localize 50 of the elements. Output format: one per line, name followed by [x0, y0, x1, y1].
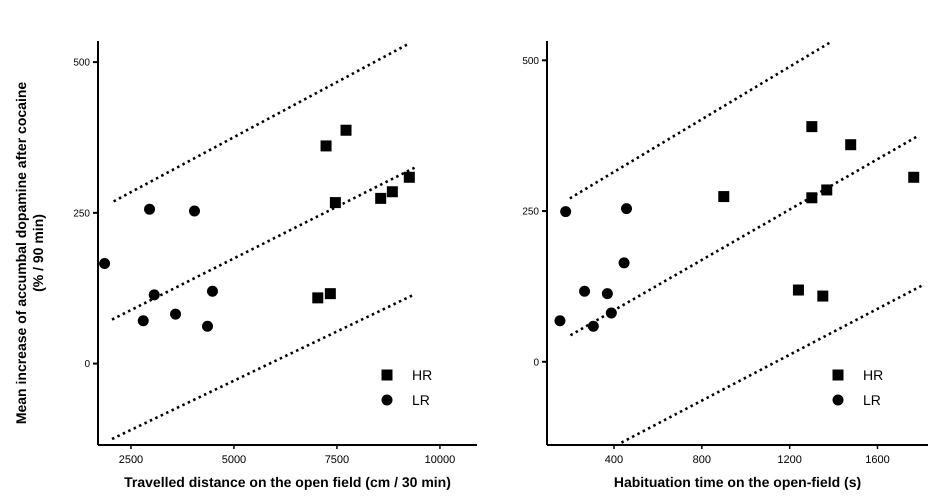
x-tick-label: 5000	[222, 454, 246, 466]
point	[375, 192, 386, 204]
point	[386, 186, 398, 198]
point	[202, 320, 213, 332]
legend-label: LR	[863, 392, 881, 408]
point	[170, 308, 182, 320]
point	[588, 320, 599, 332]
x-tick-label: 800	[692, 454, 711, 466]
legend-label: HR	[412, 366, 432, 383]
y-axis-title: Mean increase of accumbal dopamine after cocaine (% / 90 min)	[13, 82, 46, 424]
y-tick-label: 250	[522, 206, 540, 218]
point	[188, 206, 200, 217]
x-tick-label: 2500	[118, 454, 144, 466]
point	[618, 257, 630, 268]
point	[560, 206, 572, 218]
point	[138, 315, 149, 326]
point	[602, 288, 613, 300]
x-tick-label: 10000	[424, 454, 456, 466]
legend-label: HR	[863, 366, 884, 383]
y-tick-label: 500	[73, 58, 90, 69]
point	[144, 204, 156, 215]
point	[324, 288, 336, 300]
legend-label: LR	[412, 392, 430, 408]
point	[312, 292, 324, 304]
point	[792, 284, 804, 296]
y-tick-label: 0	[533, 357, 540, 368]
y-tick-label: 0	[84, 359, 90, 370]
x-axis-title: Travelled distance on the open field (cm / 30 min)	[124, 474, 451, 490]
x-tick-label: 400	[604, 454, 624, 466]
y-tick-label: 250	[73, 208, 90, 220]
point	[579, 286, 590, 297]
point	[817, 290, 828, 302]
point	[99, 258, 110, 269]
x-tick-label: 1200	[777, 454, 802, 466]
x-tick-label: 7500	[324, 454, 350, 466]
x-tick-label: 1600	[865, 454, 890, 466]
point	[206, 286, 218, 297]
point	[908, 172, 920, 183]
point	[148, 289, 160, 300]
point	[845, 139, 856, 150]
point	[554, 315, 566, 326]
point	[320, 140, 332, 152]
point	[806, 121, 818, 132]
x-axis-title: Habituation time on the open-field (s)	[614, 474, 862, 490]
point	[340, 124, 352, 136]
point	[404, 172, 415, 183]
point	[620, 203, 632, 214]
point	[718, 191, 730, 202]
y-tick-label: 500	[522, 56, 540, 67]
point	[330, 197, 341, 208]
